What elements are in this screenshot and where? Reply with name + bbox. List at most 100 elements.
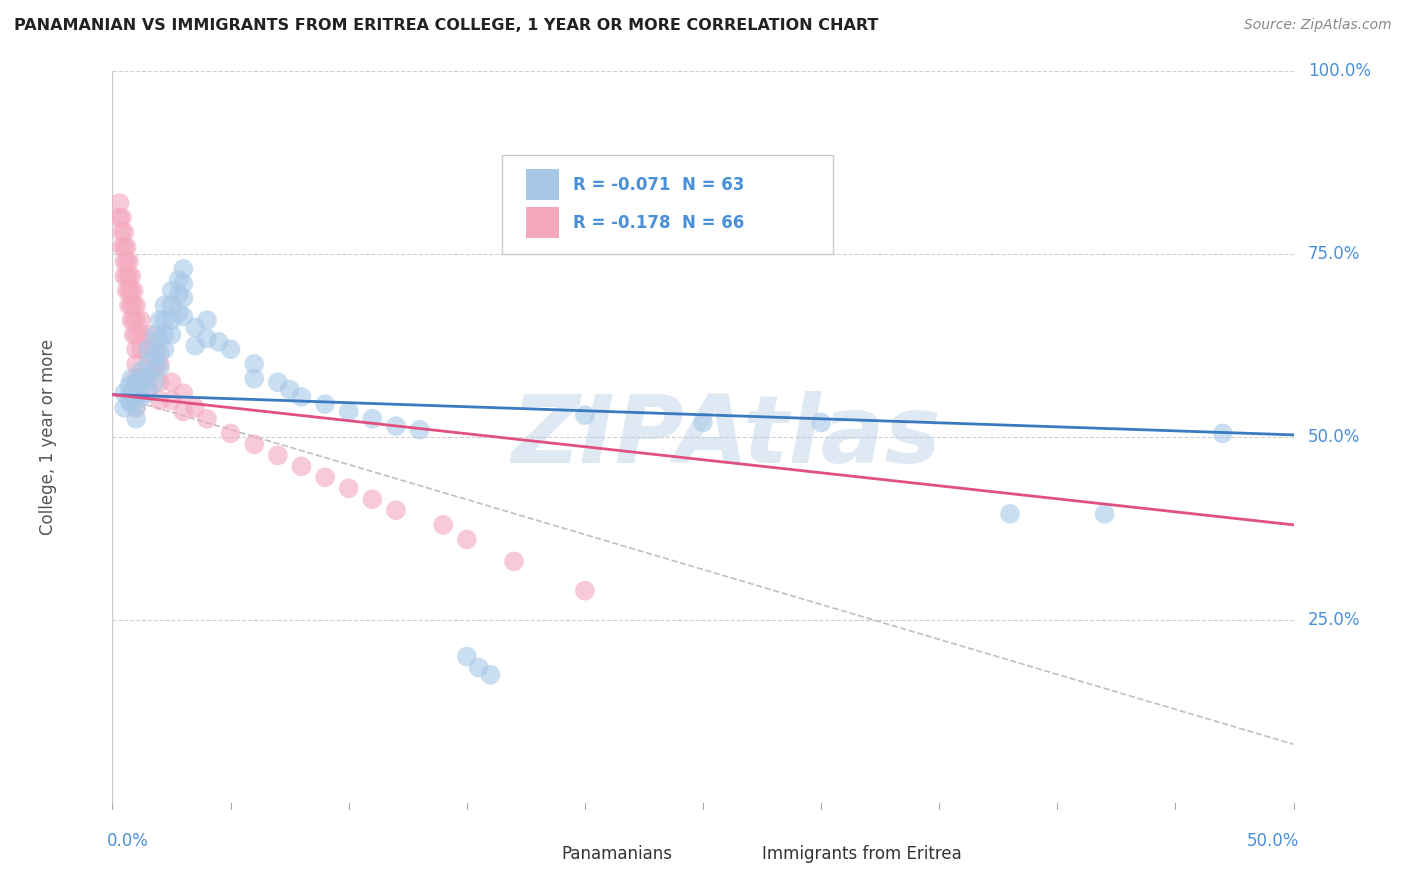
Text: PANAMANIAN VS IMMIGRANTS FROM ERITREA COLLEGE, 1 YEAR OR MORE CORRELATION CHART: PANAMANIAN VS IMMIGRANTS FROM ERITREA CO… — [14, 18, 879, 33]
Point — [208, 334, 231, 349]
Point — [125, 412, 148, 426]
Point — [120, 397, 142, 411]
Point — [149, 376, 172, 390]
Point — [118, 298, 141, 312]
Point — [278, 383, 301, 397]
Point — [314, 470, 336, 484]
Point — [172, 404, 194, 418]
Text: R = -0.071  N = 63: R = -0.071 N = 63 — [574, 176, 744, 194]
Point — [122, 298, 145, 312]
Point — [184, 401, 207, 415]
Point — [172, 310, 194, 324]
Point — [219, 426, 242, 441]
Point — [118, 393, 141, 408]
Point — [153, 327, 176, 342]
Point — [219, 343, 242, 357]
Point — [153, 298, 176, 312]
Point — [267, 376, 290, 390]
Text: Panamanians: Panamanians — [561, 845, 672, 863]
Point — [112, 386, 135, 401]
Point — [129, 379, 152, 393]
Point — [129, 327, 152, 342]
Point — [1212, 426, 1234, 441]
Point — [115, 284, 138, 298]
Point — [337, 481, 360, 495]
Point — [153, 313, 176, 327]
Point — [120, 371, 142, 385]
Point — [132, 371, 155, 385]
Point — [361, 492, 384, 507]
Point — [598, 160, 620, 174]
Text: Source: ZipAtlas.com: Source: ZipAtlas.com — [1244, 18, 1392, 32]
Point — [172, 277, 194, 291]
Point — [456, 533, 478, 547]
Point — [408, 423, 430, 437]
Point — [115, 240, 138, 254]
Point — [243, 437, 266, 451]
Point — [136, 327, 159, 342]
Point — [184, 338, 207, 352]
Point — [120, 386, 142, 401]
Point — [149, 331, 172, 345]
Text: 75.0%: 75.0% — [1308, 245, 1360, 263]
Point — [125, 343, 148, 357]
Point — [111, 225, 134, 239]
Point — [125, 387, 148, 401]
Point — [267, 449, 290, 463]
Point — [290, 459, 312, 474]
Point — [129, 343, 152, 357]
Point — [120, 298, 142, 312]
Text: College, 1 year or more: College, 1 year or more — [38, 339, 56, 535]
Point — [432, 517, 454, 532]
Point — [118, 379, 141, 393]
Point — [143, 360, 166, 375]
Point — [120, 284, 142, 298]
Point — [574, 408, 596, 422]
Point — [129, 313, 152, 327]
Point — [195, 331, 218, 345]
Point — [195, 412, 218, 426]
Point — [143, 376, 166, 390]
Point — [143, 327, 166, 342]
Text: ZIPAtlas: ZIPAtlas — [512, 391, 942, 483]
Point — [998, 507, 1021, 521]
Point — [149, 393, 172, 408]
Point — [160, 376, 183, 390]
Point — [115, 254, 138, 268]
Point — [160, 298, 183, 312]
Point — [810, 416, 832, 430]
Point — [122, 313, 145, 327]
Point — [143, 346, 166, 360]
Point — [243, 357, 266, 371]
Point — [172, 291, 194, 305]
Point — [108, 196, 131, 211]
Text: 100.0%: 100.0% — [1308, 62, 1371, 80]
Text: R = -0.178  N = 66: R = -0.178 N = 66 — [574, 214, 744, 232]
Point — [118, 269, 141, 284]
Point — [125, 401, 148, 415]
Text: 50.0%: 50.0% — [1247, 832, 1299, 850]
Point — [385, 503, 408, 517]
Point — [314, 397, 336, 411]
Point — [125, 376, 148, 390]
Point — [456, 649, 478, 664]
Point — [160, 393, 183, 408]
Point — [167, 273, 190, 287]
Point — [172, 261, 194, 276]
Point — [125, 327, 148, 342]
Point — [136, 357, 159, 371]
Point — [129, 371, 152, 385]
Point — [125, 371, 148, 385]
Point — [160, 327, 183, 342]
Point — [129, 390, 152, 404]
Point — [118, 254, 141, 268]
Point — [167, 306, 190, 320]
Point — [112, 401, 135, 415]
Point — [112, 225, 135, 239]
Point — [112, 269, 135, 284]
Point — [385, 419, 408, 434]
Point — [125, 357, 148, 371]
Bar — [526, 169, 560, 200]
Point — [503, 554, 526, 568]
Point — [125, 386, 148, 401]
